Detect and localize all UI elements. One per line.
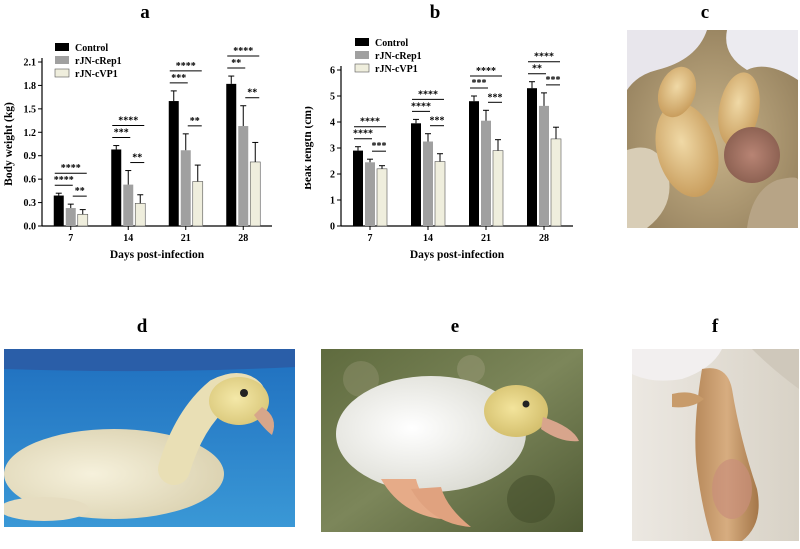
significance-label: ** — [247, 88, 257, 99]
legend-entry: rJN-cVP1 — [75, 69, 118, 80]
y-tick-label: 2.1 — [24, 58, 37, 69]
y-tick-label: 1.5 — [24, 104, 37, 115]
y-tick-label: 0 — [330, 222, 335, 233]
bar — [111, 149, 122, 226]
bar — [434, 161, 446, 227]
significance-label: **** — [411, 101, 431, 112]
legend-swatch — [55, 43, 69, 51]
significance-label: **** — [418, 89, 438, 100]
x-tick-label: 14 — [423, 233, 433, 244]
significance-label: **** — [233, 46, 253, 57]
legend-swatch — [355, 51, 369, 59]
panel-letter-a: a — [140, 2, 150, 23]
bar — [134, 203, 146, 227]
photo-d-duck-blue-background — [4, 349, 295, 527]
significance-label: **** — [176, 61, 196, 72]
panel-letter-f: f — [711, 316, 719, 337]
y-tick-label: 0.6 — [24, 175, 37, 186]
significance-label: **** — [61, 163, 81, 174]
legend-swatch — [54, 68, 70, 78]
significance-label: ** — [231, 58, 241, 69]
panel-letter-c: c — [700, 2, 710, 23]
y-tick-label: 2 — [330, 170, 335, 181]
y-tick-label: 1 — [330, 196, 335, 207]
y-tick-label: 0.0 — [24, 222, 37, 233]
significance-label: **** — [54, 175, 74, 186]
x-tick-label: 14 — [123, 233, 133, 244]
significance-label: *** — [114, 128, 129, 139]
legend-swatch — [354, 63, 370, 73]
bar — [376, 168, 388, 227]
bar — [353, 150, 363, 226]
bar — [77, 213, 89, 227]
x-axis-label: Days post-infection — [410, 249, 505, 261]
x-tick-label: 28 — [539, 233, 549, 244]
x-tick-label: 7 — [368, 233, 373, 244]
y-tick-label: 1.2 — [24, 128, 37, 139]
significance-label: ** — [75, 186, 85, 197]
y-tick-label: 1.8 — [24, 81, 37, 92]
bar — [492, 150, 504, 227]
y-tick-label: 0.9 — [24, 151, 37, 162]
bar — [192, 181, 204, 227]
legend-entry: Control — [75, 43, 108, 54]
bar — [226, 83, 237, 226]
significance-label: ** — [532, 64, 542, 75]
y-axis-label: Beak length (cm) — [305, 106, 314, 190]
x-axis-label: Days post-infection — [110, 249, 205, 261]
y-tick-label: 6 — [330, 66, 335, 77]
bar — [411, 123, 421, 226]
legend-entry: rJN-cRep1 — [75, 56, 122, 67]
x-tick-label: 28 — [238, 233, 248, 244]
significance-label: **** — [118, 116, 138, 127]
significance-label: **** — [534, 52, 554, 63]
significance-label: *** — [546, 75, 561, 86]
y-tick-label: 0.3 — [24, 198, 37, 209]
significance-label: *** — [472, 78, 487, 89]
bar — [123, 184, 134, 226]
legend-entry: Control — [375, 38, 408, 49]
bar — [365, 162, 375, 226]
panel-letter-e: e — [450, 316, 460, 337]
significance-label: *** — [430, 116, 445, 127]
legend-entry: rJN-cRep1 — [375, 51, 422, 62]
photo-f-leg-close-up — [632, 349, 799, 541]
legend-swatch — [55, 56, 69, 64]
panel-letter-b: b — [429, 2, 441, 23]
bar — [238, 126, 249, 226]
significance-label: *** — [372, 141, 387, 152]
legend-entry: rJN-cVP1 — [375, 64, 418, 75]
body-weight-chart: 0.0 0.3 0.6 0.9 1.2 1.5 1.8 2.1 Body weight (kg)… — [3, 43, 272, 261]
significance-label: **** — [360, 117, 380, 128]
x-tick-label: 21 — [481, 233, 491, 244]
x-tick-label: 21 — [181, 233, 191, 244]
bar — [527, 88, 537, 226]
panel-letter-d: d — [136, 316, 148, 337]
significance-label: **** — [353, 129, 373, 140]
legend-swatch — [355, 38, 369, 46]
bar — [249, 161, 261, 227]
bar — [53, 195, 64, 226]
bar — [539, 105, 549, 226]
significance-label: *** — [171, 73, 186, 84]
significance-label: *** — [488, 92, 503, 103]
y-axis-label: Body weight (kg) — [3, 102, 15, 186]
bar — [481, 120, 491, 226]
y-tick-label: 4 — [330, 118, 335, 129]
bar — [423, 141, 433, 226]
y-tick-label: 3 — [330, 144, 335, 155]
beak-length-chart: 0 1 2 3 4 5 6 Beak length (cm) Days post-infecti… — [305, 38, 573, 261]
bar — [550, 138, 562, 227]
significance-label: ** — [190, 116, 200, 127]
bar — [168, 101, 179, 226]
significance-label: ** — [132, 153, 142, 164]
bar — [180, 150, 191, 226]
y-tick-label: 5 — [330, 92, 335, 103]
x-tick-label: 7 — [68, 233, 73, 244]
bar — [65, 208, 76, 226]
bar — [469, 101, 479, 226]
photo-e-duck-on-grass — [321, 349, 583, 532]
significance-label: **** — [476, 66, 496, 77]
photo-c-swollen-feet — [627, 30, 798, 228]
